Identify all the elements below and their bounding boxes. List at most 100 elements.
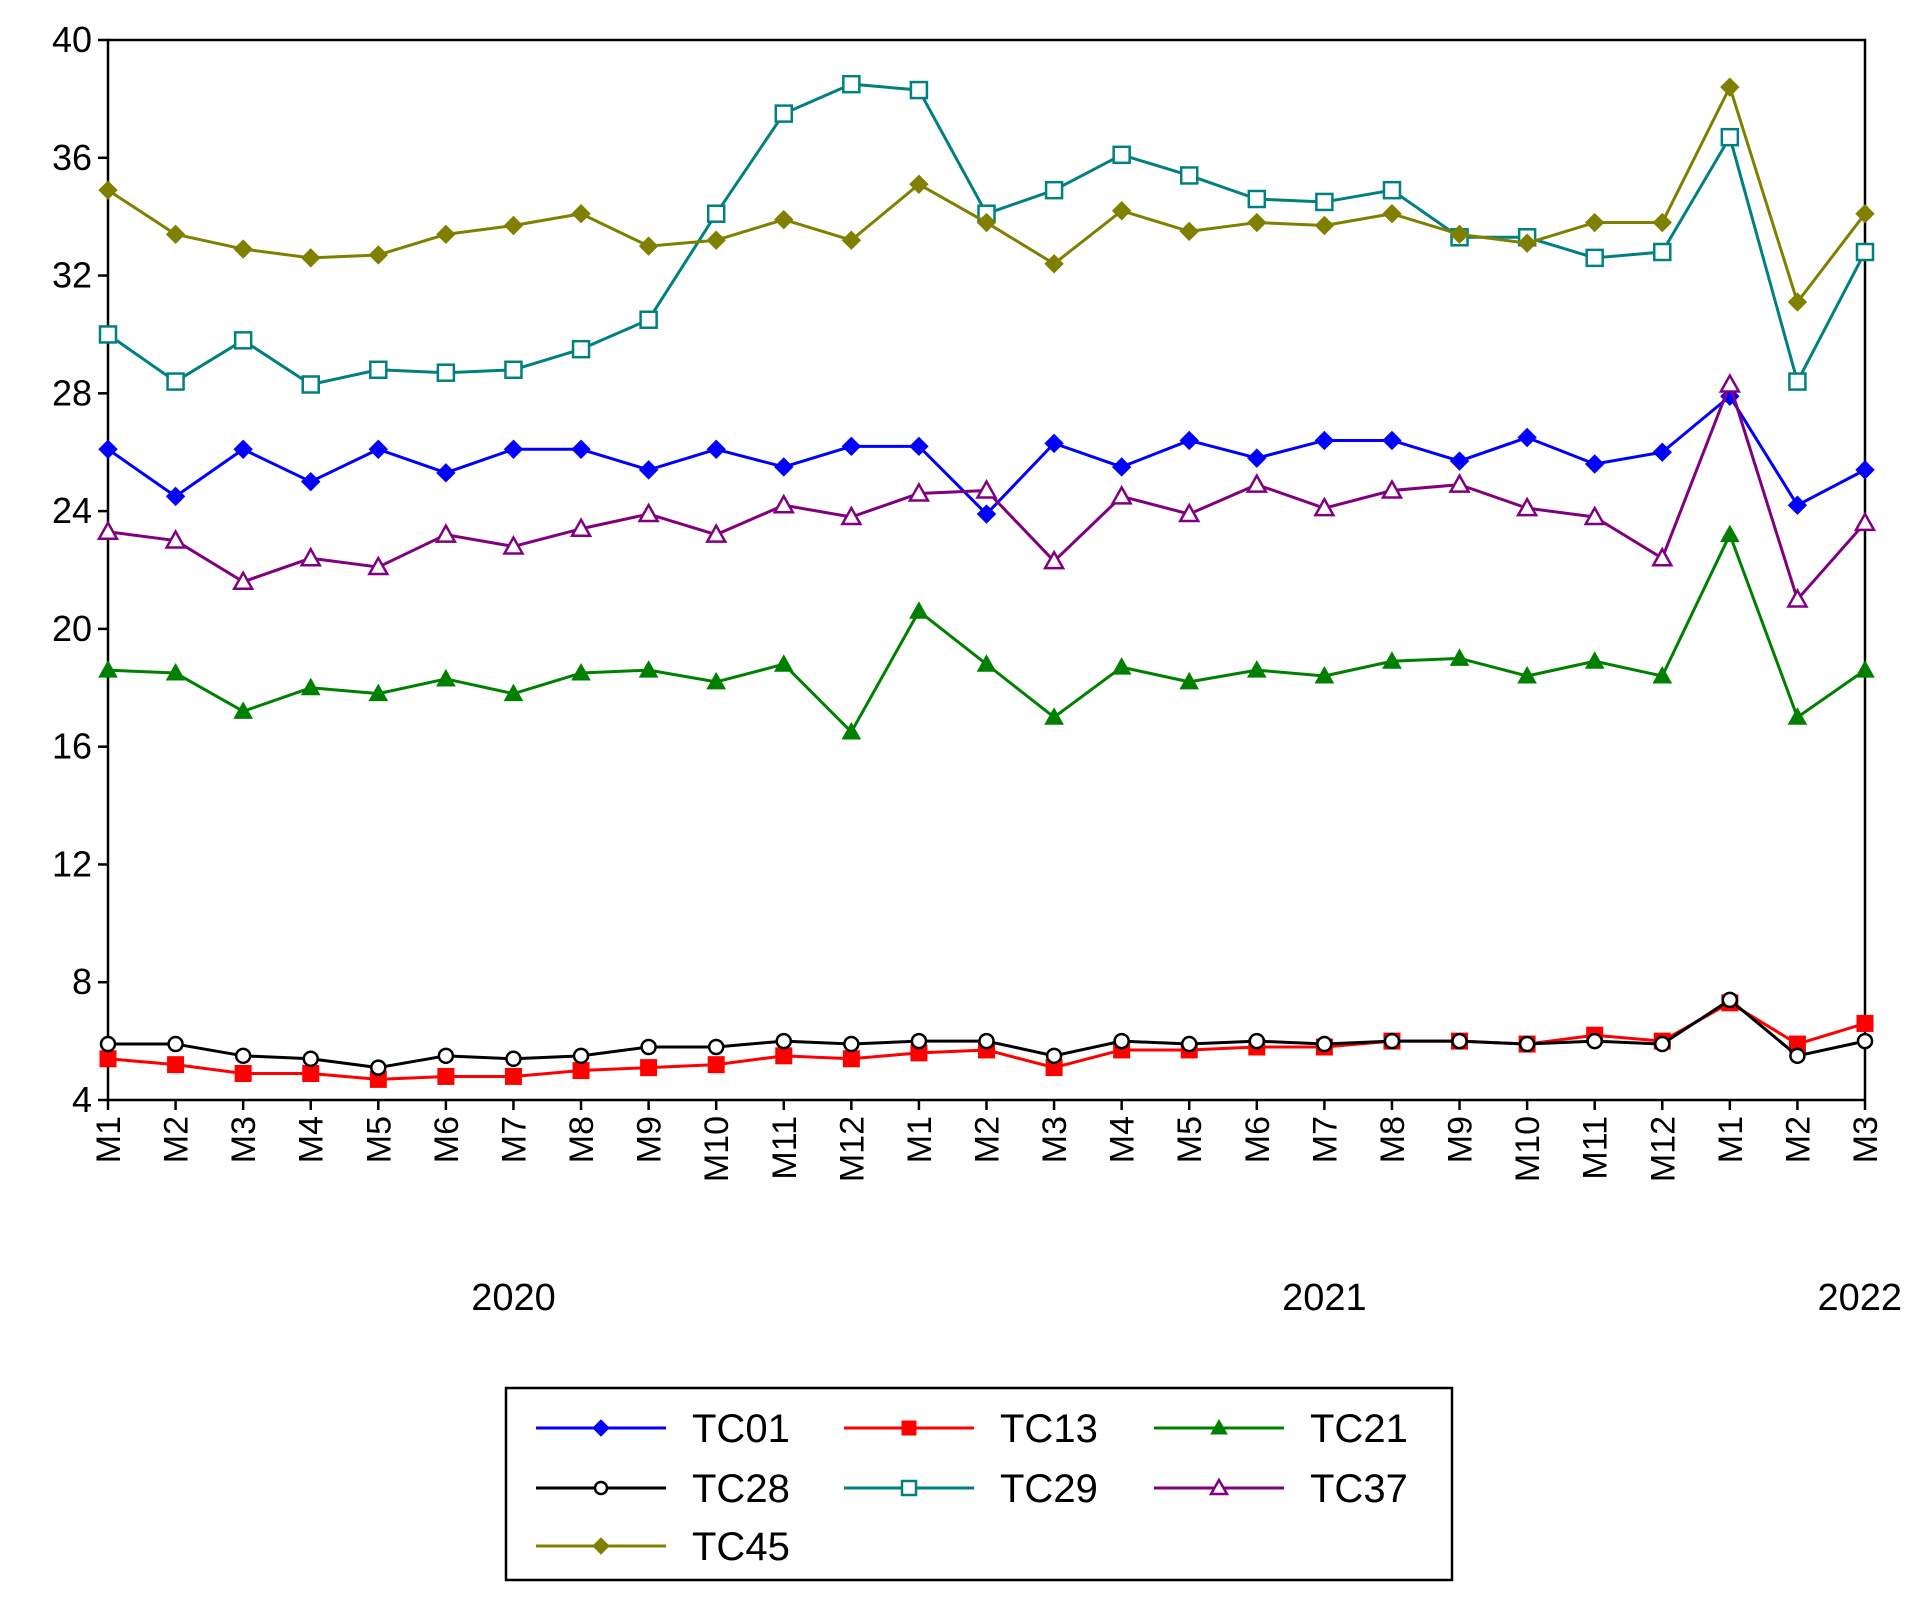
marker-square-open xyxy=(1720,127,1740,147)
marker-diamond xyxy=(301,248,321,268)
marker-triangle xyxy=(1179,671,1200,690)
marker-circle xyxy=(843,1035,860,1053)
marker-diamond xyxy=(638,236,659,256)
marker-square xyxy=(302,1065,320,1082)
marker-triangle-open xyxy=(367,555,390,576)
marker-triangle-open xyxy=(434,523,458,543)
marker-square-open xyxy=(1382,180,1402,200)
series-tc01 xyxy=(98,386,1875,524)
marker-diamond xyxy=(1652,212,1672,233)
marker-triangle-open xyxy=(1515,496,1539,517)
y-tick-label: 20 xyxy=(52,608,92,649)
marker-triangle xyxy=(233,701,254,719)
marker-diamond xyxy=(1517,233,1537,253)
marker-triangle xyxy=(98,660,118,678)
marker-square-open xyxy=(909,80,929,100)
legend-label: TC21 xyxy=(1310,1407,1408,1451)
marker-triangle xyxy=(909,601,929,619)
x-tick-label: M8 xyxy=(563,1116,601,1163)
marker-triangle-open xyxy=(299,546,322,567)
marker-square-open xyxy=(774,104,794,123)
marker-diamond xyxy=(1855,460,1875,480)
x-tick-label: M5 xyxy=(360,1116,398,1163)
marker-triangle-open xyxy=(96,520,120,540)
marker-circle xyxy=(775,1032,793,1050)
x-tick-label: M8 xyxy=(1374,1116,1412,1163)
marker-square xyxy=(167,1056,185,1074)
marker-square-open xyxy=(1112,145,1131,165)
marker-square xyxy=(842,1050,860,1068)
y-tick-label: 4 xyxy=(72,1079,92,1120)
marker-diamond xyxy=(909,174,929,194)
marker-circle xyxy=(1113,1032,1130,1050)
marker-square-open xyxy=(1653,242,1672,262)
marker-triangle xyxy=(165,663,186,681)
year-label: 2022 xyxy=(1817,1277,1902,1319)
series-tc29 xyxy=(98,74,1875,394)
y-tick-label: 36 xyxy=(52,137,92,178)
legend-item: TC01 xyxy=(536,1407,790,1451)
legend-label: TC29 xyxy=(1000,1467,1098,1511)
marker-square-open xyxy=(1585,248,1604,268)
marker-square-open xyxy=(1247,189,1267,209)
marker-circle xyxy=(593,1480,609,1496)
marker-square-open xyxy=(1855,242,1875,262)
marker-diamond xyxy=(1382,204,1402,224)
marker-triangle-open xyxy=(1651,546,1674,567)
marker-diamond xyxy=(368,439,389,459)
marker-triangle-open xyxy=(164,529,187,549)
marker-diamond xyxy=(1111,457,1132,477)
y-tick-label: 40 xyxy=(52,19,92,60)
marker-square-open xyxy=(98,325,118,344)
marker-triangle xyxy=(1517,665,1537,684)
marker-diamond xyxy=(841,230,862,250)
legend-label: TC01 xyxy=(692,1407,790,1451)
marker-triangle-open xyxy=(1448,473,1471,493)
marker-diamond xyxy=(1247,212,1267,233)
legend-label: TC45 xyxy=(692,1525,790,1569)
marker-triangle xyxy=(773,654,794,672)
marker-diamond xyxy=(368,245,389,265)
marker-square-open xyxy=(1788,372,1807,391)
marker-triangle xyxy=(1044,707,1064,725)
marker-triangle-open xyxy=(975,478,998,499)
x-tick-label: M1 xyxy=(90,1116,128,1163)
marker-circle xyxy=(1586,1032,1603,1050)
marker-diamond xyxy=(1314,215,1335,236)
marker-diamond xyxy=(1449,451,1470,471)
marker-triangle xyxy=(1855,660,1875,678)
marker-triangle xyxy=(300,677,321,696)
marker-circle xyxy=(234,1047,252,1065)
marker-circle xyxy=(707,1038,725,1056)
marker-diamond xyxy=(571,204,591,224)
marker-triangle-open xyxy=(1853,511,1877,532)
marker-triangle xyxy=(1382,651,1402,669)
marker-diamond xyxy=(1584,212,1605,233)
marker-triangle-open xyxy=(772,493,795,514)
year-label: 2021 xyxy=(1282,1277,1367,1319)
marker-triangle-open xyxy=(1245,473,1268,493)
marker-triangle-open xyxy=(840,505,863,526)
marker-square xyxy=(707,1056,725,1074)
marker-triangle-open xyxy=(1178,502,1201,523)
x-tick-label: M4 xyxy=(1104,1116,1142,1163)
x-tick-label: M6 xyxy=(1239,1116,1277,1163)
marker-diamond xyxy=(1517,427,1537,448)
marker-circle xyxy=(1518,1035,1536,1053)
x-tick-label: M9 xyxy=(1442,1116,1480,1163)
marker-triangle xyxy=(1449,648,1470,666)
series-line xyxy=(107,85,1867,304)
marker-triangle-open xyxy=(1042,549,1066,570)
marker-circle xyxy=(370,1059,387,1076)
legend-label: TC37 xyxy=(1310,1467,1408,1511)
marker-diamond xyxy=(1111,201,1132,221)
marker-circle xyxy=(1248,1032,1266,1050)
marker-circle xyxy=(1451,1032,1468,1050)
marker-diamond xyxy=(592,1537,610,1555)
marker-triangle-open xyxy=(907,481,931,502)
marker-diamond xyxy=(774,457,794,477)
marker-square xyxy=(234,1065,252,1082)
marker-triangle-open xyxy=(569,517,593,538)
marker-triangle-open xyxy=(705,523,728,543)
marker-diamond xyxy=(1247,448,1267,468)
